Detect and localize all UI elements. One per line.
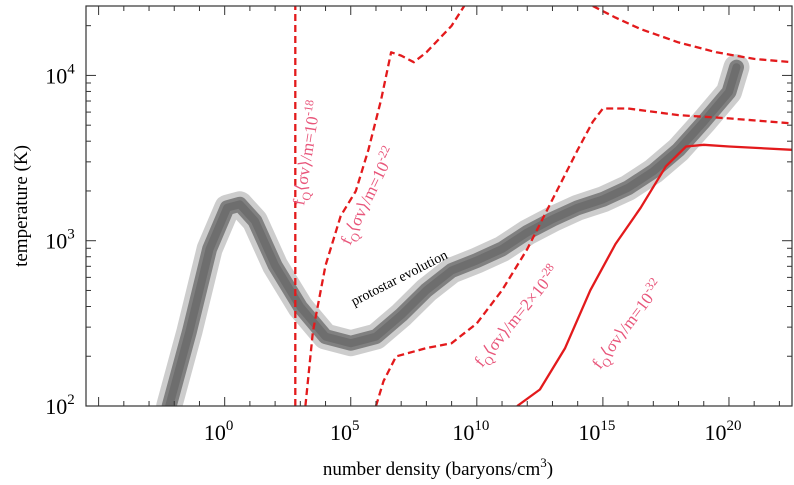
y-tick-label-exp: 4 [67,61,75,77]
x-tick-label: 1020 [704,418,741,445]
x-tick-label-exp: 0 [226,418,234,434]
x-axis-title-end: ) [547,459,553,480]
x-tick-label-exp: 15 [600,418,615,434]
constraint-curve-2 [304,6,466,406]
protostar-track [156,54,750,406]
track-core [165,63,741,406]
x-tick-label: 105 [330,418,360,445]
label-main: ⟨σv⟩/m=2×10 [479,275,553,360]
constraint-curve-label: fQ⟨σv⟩/m=10-32 [586,275,670,375]
x-tick-label-base: 10 [452,420,474,445]
y-tick-label-base: 10 [45,229,67,254]
y-tick-label-base: 10 [45,63,67,88]
constraint-curve-label: fQ⟨σv⟩/m=10-22 [334,143,404,250]
label-exp: -22 [373,143,393,164]
y-tick-label-exp: 2 [67,392,75,408]
y-axis-title: temperature (K) [11,145,32,267]
x-tick-label-base: 10 [704,420,726,445]
x-tick-label: 1010 [452,418,489,445]
constraint-curve-5 [592,6,792,64]
label-exp: -18 [300,99,316,117]
y-tick-label: 103 [45,227,75,254]
constraint-curve-3 [374,107,792,406]
y-tick-label: 104 [45,61,75,88]
y-tick-label-base: 10 [45,394,67,419]
y-tick-label: 102 [45,392,75,419]
x-tick-label-exp: 5 [352,418,360,434]
y-tick-label-exp: 3 [67,227,75,243]
x-tick-label-exp: 10 [474,418,489,434]
plot-frame [85,5,793,407]
x-tick-label: 1015 [578,418,615,445]
x-axis-title-sup: 3 [540,455,547,470]
label-main: ⟨σv⟩/m=10 [343,159,393,235]
label-f: f [289,198,309,207]
x-tick-label: 100 [204,418,234,445]
x-axis-title: number density (baryons/cm3) [323,455,553,480]
x-tick-label-base: 10 [204,420,226,445]
x-tick-label-base: 10 [330,420,352,445]
track-inner-band [161,59,744,406]
constraint-curve-label: fQ⟨σv⟩/m=10-18 [286,99,328,208]
x-tick-label-exp: 20 [726,418,741,434]
x-tick-label-base: 10 [578,420,600,445]
constraint-curve-label: fQ⟨σv⟩/m=2×10-28 [468,260,566,373]
x-axis-title-main: number density (baryons/cm [323,459,541,480]
label-main: ⟨σv⟩/m=10 [597,289,658,361]
label-sub: Q [299,191,314,202]
constraint-curve-4 [516,143,792,406]
constraint-curves [294,6,792,406]
